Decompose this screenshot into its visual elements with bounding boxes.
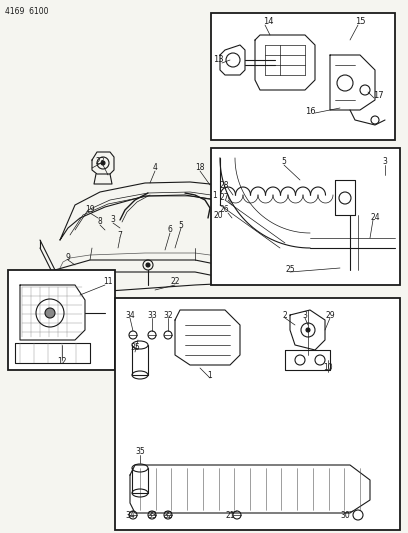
Text: 35: 35 bbox=[135, 448, 145, 456]
Text: 30: 30 bbox=[340, 512, 350, 521]
Text: 20: 20 bbox=[213, 211, 223, 220]
Text: 5: 5 bbox=[179, 221, 184, 230]
Text: 4: 4 bbox=[153, 164, 157, 173]
Text: 33: 33 bbox=[147, 311, 157, 319]
Text: 12: 12 bbox=[57, 358, 67, 367]
Text: 10: 10 bbox=[323, 364, 333, 373]
Text: 6: 6 bbox=[168, 225, 173, 235]
Bar bbox=[8, 270, 115, 370]
Bar bbox=[211, 148, 400, 285]
Text: 29: 29 bbox=[325, 311, 335, 319]
Text: 15: 15 bbox=[355, 18, 365, 27]
Circle shape bbox=[306, 328, 310, 332]
Text: 7: 7 bbox=[118, 230, 122, 239]
Text: 4169  6100: 4169 6100 bbox=[5, 7, 49, 17]
Text: 35: 35 bbox=[130, 343, 140, 352]
Circle shape bbox=[45, 308, 55, 318]
Text: 23: 23 bbox=[95, 157, 105, 166]
Text: 28: 28 bbox=[219, 181, 229, 190]
Text: 21: 21 bbox=[225, 512, 235, 521]
Text: 33: 33 bbox=[147, 512, 157, 521]
Text: 34: 34 bbox=[125, 311, 135, 319]
Text: 8: 8 bbox=[98, 217, 102, 227]
Text: 32: 32 bbox=[163, 512, 173, 521]
Text: 3: 3 bbox=[111, 215, 115, 224]
Text: 22: 22 bbox=[170, 278, 180, 287]
Text: 3: 3 bbox=[303, 311, 308, 319]
Text: 27: 27 bbox=[219, 193, 229, 203]
Text: 1: 1 bbox=[208, 370, 213, 379]
Text: 25: 25 bbox=[285, 265, 295, 274]
Text: 2: 2 bbox=[283, 311, 287, 319]
Text: 17: 17 bbox=[373, 91, 383, 100]
Text: 5: 5 bbox=[282, 157, 286, 166]
Text: 24: 24 bbox=[370, 214, 380, 222]
Text: 26: 26 bbox=[219, 206, 229, 214]
Bar bbox=[211, 13, 395, 140]
Bar bbox=[115, 298, 400, 530]
Text: 11: 11 bbox=[103, 278, 113, 287]
Text: 34: 34 bbox=[125, 512, 135, 521]
Text: 32: 32 bbox=[163, 311, 173, 319]
Text: 19: 19 bbox=[85, 206, 95, 214]
Text: 18: 18 bbox=[195, 164, 205, 173]
Text: 9: 9 bbox=[66, 254, 71, 262]
Text: 14: 14 bbox=[263, 18, 273, 27]
Text: 16: 16 bbox=[305, 108, 315, 117]
Circle shape bbox=[146, 263, 150, 267]
Text: 13: 13 bbox=[213, 55, 223, 64]
Text: 3: 3 bbox=[383, 157, 388, 166]
Text: 1: 1 bbox=[213, 190, 217, 199]
Circle shape bbox=[101, 161, 105, 165]
